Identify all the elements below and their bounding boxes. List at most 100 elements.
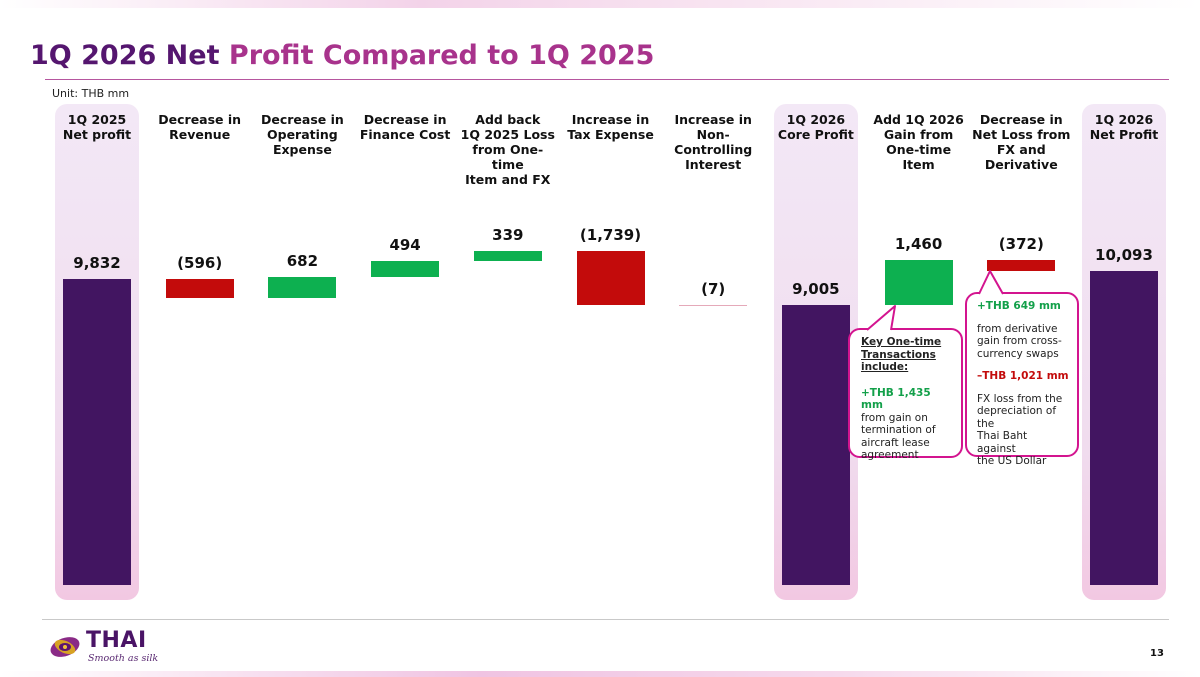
callout-one-time-heading: Key One-time Transactions include: <box>861 336 953 374</box>
one-time-callout-pointer <box>866 305 896 331</box>
data-label-decrease-in-operating-expense: 682 <box>286 251 319 270</box>
category-label-line: 1Q 2026 <box>786 112 846 127</box>
category-label-line: Interest <box>685 157 742 172</box>
data-label-increase-in-tax-expense: (1,739) <box>579 225 642 244</box>
logo-wordmark: THAI <box>86 628 147 653</box>
data-label-1q-2025-net-profit: 9,832 <box>73 254 121 273</box>
page-number: 13 <box>1150 648 1164 659</box>
callout-heading-line: Transactions <box>861 348 936 361</box>
data-label-decrease-in-finance-cost: 494 <box>389 236 421 255</box>
bar-decrease-in-operating-expense <box>268 276 337 298</box>
category-label-1q-2026-net-profit: 1Q 2026 Net Profit <box>1074 112 1174 142</box>
category-label-line: Increase in <box>571 112 650 127</box>
category-label-line: Net profit <box>62 127 132 142</box>
category-label-increase-in-tax-expense: Increase in Tax Expense <box>561 112 661 142</box>
callout-one-time-transactions: Key One-time Transactions include: +THB … <box>848 328 963 461</box>
category-label-line: Increase in <box>674 112 752 127</box>
category-label-line: 1Q 2025 <box>67 112 127 127</box>
callout-fx-loss-desc: FX loss from the depreciation of the Tha… <box>977 393 1069 468</box>
callout-one-time-desc: from gain on termination of aircraft lea… <box>861 412 953 462</box>
data-label-add-back-1q-2025-loss-from-one-time-item-and-fx: 339 <box>492 225 524 244</box>
callout-desc-line: termination of <box>861 424 936 436</box>
category-label-line: Derivative <box>984 157 1058 172</box>
category-label-add-back-1q-2025-loss-from-one-time-item-and-fx: Add back 1Q 2025 Loss from One-time Item an… <box>458 112 558 187</box>
data-label-decrease-in-revenue: (596) <box>177 254 223 273</box>
slide-title: 1Q 2026 Net Profit Compared to 1Q 2025 <box>30 40 654 71</box>
category-label-line: Tax Expense <box>567 127 654 142</box>
category-label-line: Add 1Q 2026 <box>873 112 964 127</box>
category-label-decrease-in-revenue: Decrease in Revenue <box>150 112 250 142</box>
category-label-line: FX and <box>996 142 1046 157</box>
bar-add-1q-2026-gain-from-one-time-item <box>884 259 953 305</box>
category-label-line: Net Loss from <box>972 127 1071 142</box>
callout-desc-line: gain from cross- <box>977 335 1062 347</box>
bar-1q-2026-net-profit <box>1090 271 1158 585</box>
callout-desc-line: depreciation of the <box>977 405 1057 430</box>
data-label-1q-2026-net-profit: 10,093 <box>1095 246 1153 265</box>
callout-desc-line: Thai Baht against <box>977 430 1028 455</box>
bar-1q-2026-core-profit <box>781 304 850 585</box>
fx-callout-pointer <box>978 270 1004 295</box>
category-label-add-1q-2026-gain-from-one-time-item: Add 1Q 2026 Gain from One-time Item <box>869 112 969 172</box>
category-label-line: Item and FX <box>465 172 551 187</box>
callout-fx-loss-amount: –THB 1,021 mm <box>977 370 1069 382</box>
logo-tagline: Smooth as silk <box>88 653 159 664</box>
category-label-line: Decrease in <box>979 112 1063 127</box>
category-label-line: Decrease in <box>158 112 242 127</box>
bar-decrease-in-net-loss-from-fx-and-derivative <box>987 259 1056 272</box>
unit-label: Unit: THB mm <box>52 87 130 100</box>
title-part-2: Profit Compared to 1Q 2025 <box>228 40 655 71</box>
callout-fx-gain-desc: from derivative gain from cross- currenc… <box>977 323 1069 361</box>
bar-increase-in-tax-expense <box>576 250 645 305</box>
category-label-line: from One-time <box>472 142 544 172</box>
bar-increase-in-non-controlling-interest <box>679 304 748 307</box>
category-label-line: Add back <box>475 112 541 127</box>
category-label-line: Net Profit <box>1089 127 1159 142</box>
callout-desc-line: aircraft lease <box>861 436 930 449</box>
bar-add-back-1q-2025-loss-from-one-time-item-and-fx <box>473 250 542 262</box>
callout-heading-line: include: <box>861 361 909 373</box>
callout-one-time-amount: +THB 1,435 mm <box>861 386 931 412</box>
callout-desc-line: from gain on <box>861 411 928 424</box>
thai-logo: THAI Smooth as silk <box>48 628 168 668</box>
data-label-decrease-in-net-loss-from-fx-and-derivative: (372) <box>998 234 1044 253</box>
category-label-decrease-in-finance-cost: Decrease in Finance Cost <box>355 112 455 142</box>
callout-desc-line: FX loss from the <box>977 392 1063 405</box>
category-label-decrease-in-net-loss-from-fx-and-derivative: Decrease in Net Loss from FX and Derivative <box>971 112 1071 172</box>
callout-desc-line: agreement <box>861 449 919 461</box>
callout-heading-line: Key One-time <box>861 336 942 348</box>
category-label-line: Decrease in <box>363 112 447 127</box>
orchid-icon <box>50 637 80 657</box>
category-label-line: 1Q 2025 Loss <box>460 127 555 142</box>
top-accent-bar <box>0 0 1200 8</box>
category-label-decrease-in-operating-expense: Decrease in Operating Expense <box>252 112 352 157</box>
category-label-line: Expense <box>272 142 332 157</box>
category-label-line: Revenue <box>169 127 231 142</box>
category-label-line: One-time Item <box>886 142 952 172</box>
category-label-line: Non- <box>696 127 730 142</box>
bar-decrease-in-revenue <box>165 279 234 298</box>
category-label-1q-2025-net-profit: 1Q 2025 Net profit <box>47 112 147 142</box>
category-label-line: Controlling <box>674 142 753 157</box>
bar-decrease-in-finance-cost <box>371 261 440 277</box>
category-label-line: Operating <box>267 127 338 142</box>
category-label-line: 1Q 2026 <box>1094 112 1154 127</box>
callout-fx-derivative: +THB 649 mm from derivative gain from cr… <box>965 292 1079 467</box>
bar-1q-2025-net-profit <box>63 279 131 585</box>
category-label-line: Decrease in <box>260 112 344 127</box>
category-label-1q-2026-core-profit: 1Q 2026 Core Profit <box>766 112 866 142</box>
data-label-1q-2026-core-profit: 9,005 <box>792 279 840 298</box>
category-label-line: Finance Cost <box>359 127 451 142</box>
footer-divider <box>42 619 1169 620</box>
callout-desc-line: from derivative <box>977 322 1058 335</box>
data-label-increase-in-non-controlling-interest: (7) <box>701 279 726 298</box>
bottom-accent-bar <box>0 671 1200 677</box>
title-divider <box>45 79 1169 80</box>
category-label-line: Gain from <box>883 127 954 142</box>
callout-desc-line: currency swaps <box>977 347 1059 360</box>
data-label-add-1q-2026-gain-from-one-time-item: 1,460 <box>894 234 943 253</box>
category-label-line: Core Profit <box>777 127 854 142</box>
title-part-1: 1Q 2026 Net <box>30 40 229 71</box>
callout-desc-line: the US Dollar <box>977 455 1047 467</box>
category-label-increase-in-non-controlling-interest: Increase in Non- Controlling Interest <box>663 112 763 172</box>
